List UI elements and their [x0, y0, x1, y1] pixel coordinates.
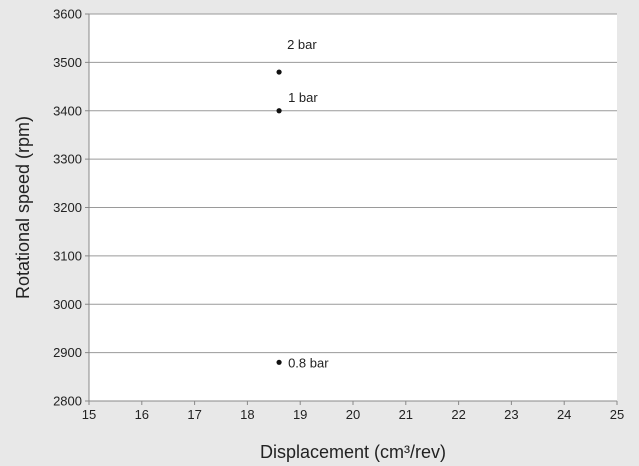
x-tick-label: 22 — [451, 407, 465, 422]
y-tick-label: 3600 — [53, 7, 82, 22]
y-tick-label: 3300 — [53, 152, 82, 167]
x-axis-ticks: 15 16 17 18 19 20 21 22 23 24 25 — [82, 401, 624, 422]
y-tick-label: 3500 — [53, 55, 82, 70]
x-tick-label: 15 — [82, 407, 96, 422]
x-tick-label: 20 — [346, 407, 360, 422]
x-tick-label: 23 — [504, 407, 518, 422]
y-axis-ticks: 2800 2900 3000 3100 3200 3300 3400 3500 3600 — [53, 7, 89, 409]
x-tick-label: 16 — [135, 407, 149, 422]
y-axis-title: Rotational speed (rpm) — [13, 116, 33, 299]
x-tick-label: 25 — [610, 407, 624, 422]
x-tick-label: 24 — [557, 407, 571, 422]
point-label: 2 bar — [287, 37, 317, 52]
grid-lines — [89, 13, 617, 354]
y-tick-label: 2800 — [53, 394, 82, 409]
x-tick-label: 19 — [293, 407, 307, 422]
x-axis-title: Displacement (cm³/rev) — [260, 442, 446, 462]
x-tick-label: 21 — [399, 407, 413, 422]
data-point — [276, 108, 282, 114]
point-label: 0.8 bar — [288, 355, 329, 370]
y-tick-label: 3000 — [53, 297, 82, 312]
y-tick-label: 2900 — [53, 345, 82, 360]
y-tick-label: 3200 — [53, 200, 82, 215]
data-points: 2 bar 1 bar 0.8 bar — [276, 37, 329, 370]
x-tick-label: 17 — [187, 407, 201, 422]
y-tick-label: 3400 — [53, 103, 82, 118]
data-point — [276, 359, 282, 365]
data-point — [276, 69, 282, 75]
x-tick-label: 18 — [240, 407, 254, 422]
point-label: 1 bar — [288, 90, 318, 105]
y-tick-label: 3100 — [53, 248, 82, 263]
